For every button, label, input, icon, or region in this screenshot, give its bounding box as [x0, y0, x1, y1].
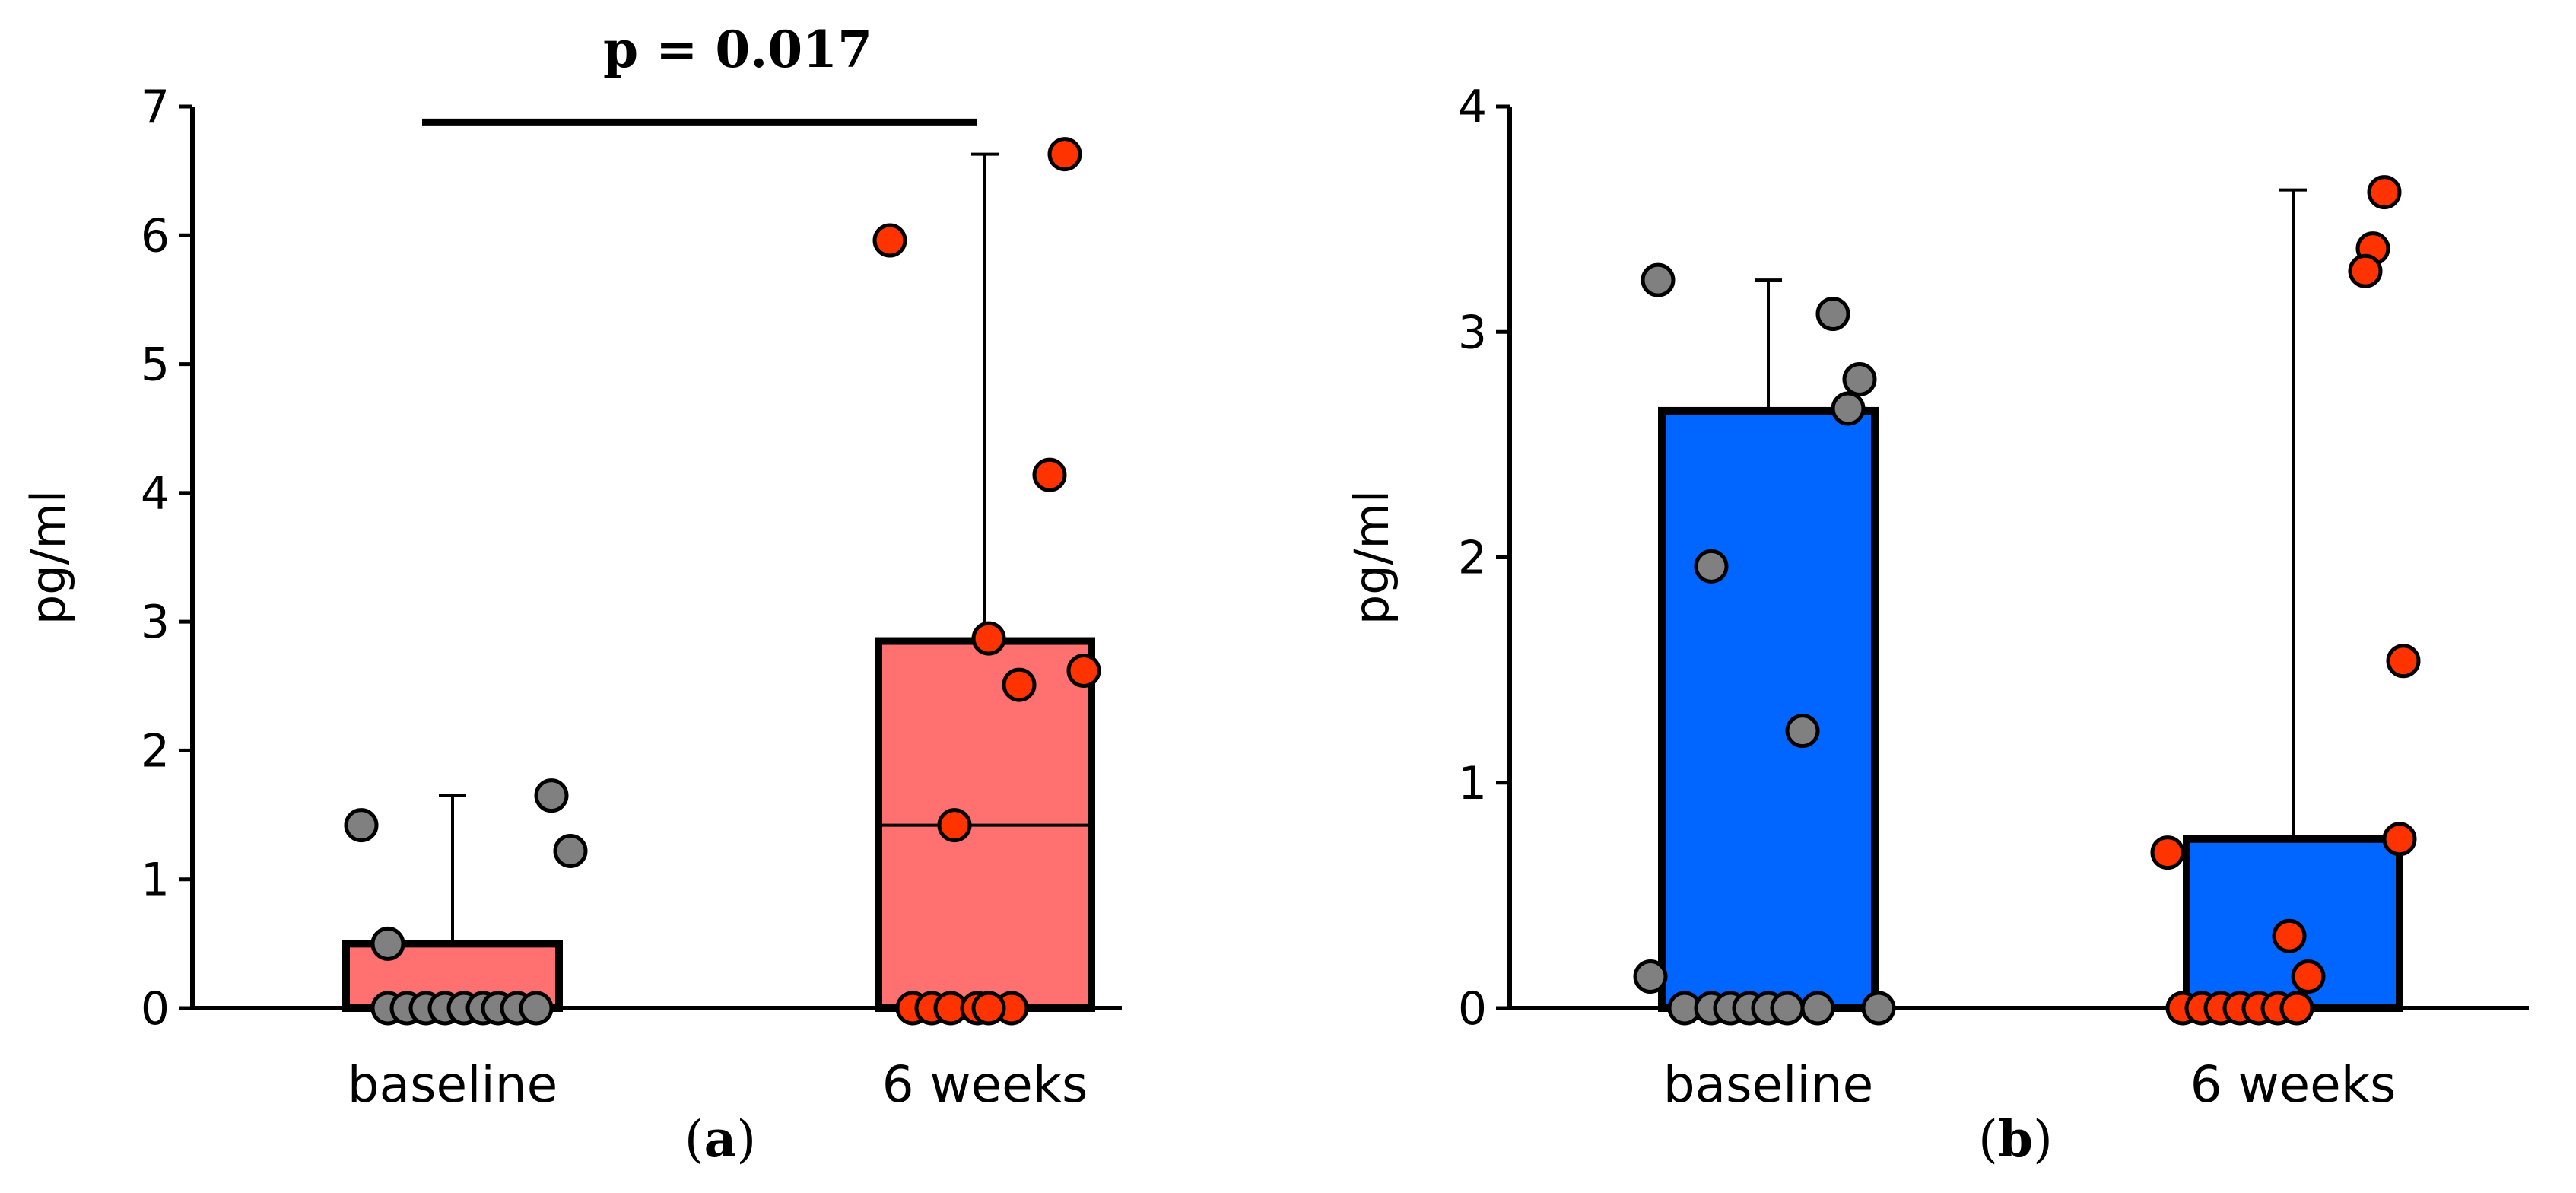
y-tick-label: 2 [1458, 532, 1487, 585]
data-point [971, 621, 1006, 656]
data-point [872, 223, 907, 258]
data-point [2348, 253, 2383, 288]
data-point [2367, 175, 2402, 210]
data-point [1032, 457, 1067, 492]
data-point [2291, 959, 2326, 994]
data-point [534, 778, 569, 813]
x-tick-label: 6 weeks [2190, 1055, 2397, 1114]
y-tick-label: 1 [1458, 757, 1487, 810]
data-point [1842, 361, 1877, 396]
y-tick-label: 5 [141, 339, 170, 392]
data-point [1694, 549, 1729, 584]
data-point [937, 808, 972, 843]
data-point [1047, 137, 1082, 172]
y-tick-label: 3 [141, 596, 170, 649]
data-point [1800, 991, 1835, 1026]
x-tick-label: baseline [348, 1055, 557, 1114]
y-tick-label: 0 [1458, 982, 1487, 1036]
data-point [1641, 262, 1676, 297]
x-tick-label: baseline [1663, 1055, 1873, 1114]
data-point [2386, 644, 2421, 679]
bar-baseline [1658, 406, 1879, 1012]
p-value-label: p = 0.017 [603, 20, 872, 79]
panel-label: (b) [1978, 1109, 2053, 1169]
data-point [1633, 959, 1668, 994]
data-point [1002, 667, 1037, 702]
data-point [1785, 714, 1820, 749]
y-tick-label: 2 [141, 724, 170, 778]
y-axis-label: pg/ml [1344, 490, 1399, 625]
y-tick-label: 7 [141, 81, 170, 134]
panel-a: 0 1 2 3 4 5 6 7 pg/ml baseline 6 weeks p = 0.017 (a) [21, 20, 1122, 1169]
data-point [1815, 297, 1850, 332]
data-point [2272, 918, 2307, 953]
y-tick-label: 1 [141, 854, 170, 907]
panel-label: (a) [684, 1109, 756, 1169]
y-tick-label: 4 [141, 467, 170, 520]
y-tick-label: 3 [1458, 306, 1487, 359]
data-point [2382, 822, 2417, 857]
data-point [1066, 653, 1101, 688]
data-point [971, 991, 1006, 1026]
data-point [1861, 991, 1896, 1026]
data-point [1770, 991, 1805, 1026]
y-tick-label: 4 [1458, 81, 1487, 134]
panel-b: 0 1 2 3 4 pg/ml baseline 6 weeks (b) [1344, 81, 2529, 1169]
panel-letter: a [704, 1109, 737, 1169]
x-tick-label: 6 weeks [882, 1055, 1088, 1114]
y-tick-label: 0 [141, 982, 170, 1036]
data-point [553, 833, 588, 868]
data-point [2150, 835, 2185, 870]
data-point [519, 991, 554, 1026]
panel-letter: b [1998, 1109, 2033, 1169]
y-tick-label: 6 [141, 209, 170, 262]
y-axis-label: pg/ml [21, 490, 76, 625]
data-point [370, 926, 405, 961]
data-point [344, 808, 379, 843]
data-point [1831, 391, 1866, 426]
data-point [2279, 991, 2314, 1026]
